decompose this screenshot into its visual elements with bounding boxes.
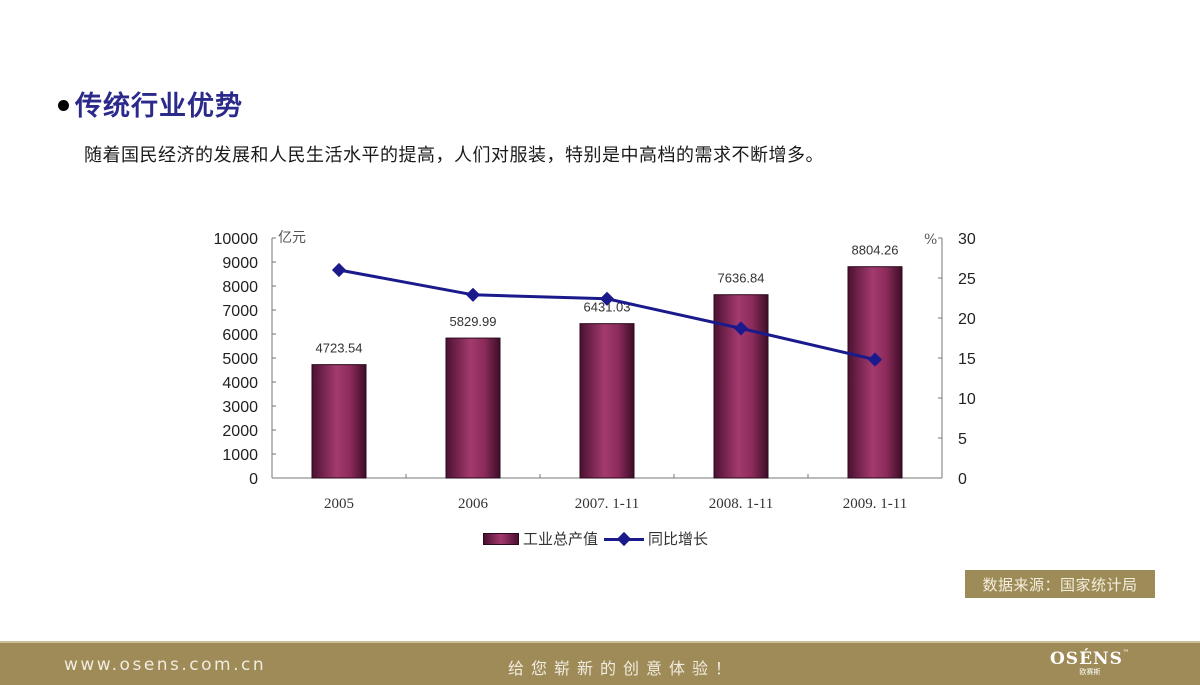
- svg-text:0: 0: [958, 471, 967, 488]
- brand-logo: OSÉNS™ 欧赛斯: [1050, 649, 1130, 677]
- trademark-icon: ™: [1122, 649, 1130, 656]
- svg-text:20: 20: [958, 311, 976, 328]
- chart-canvas: 0100020003000400050006000700080009000100…: [214, 230, 976, 512]
- svg-text:4723.54: 4723.54: [316, 341, 363, 356]
- heading: 传统行业优势: [58, 84, 243, 123]
- svg-text:6431.03: 6431.03: [584, 300, 631, 315]
- svg-text:2007. 1-11: 2007. 1-11: [575, 496, 639, 512]
- svg-text:10: 10: [958, 391, 976, 408]
- svg-text:4000: 4000: [222, 375, 258, 392]
- svg-text:2005: 2005: [324, 496, 354, 512]
- svg-text:2000: 2000: [222, 423, 258, 440]
- svg-text:1000: 1000: [222, 447, 258, 464]
- data-source-badge: 数据来源：国家统计局: [965, 570, 1155, 598]
- legend-line-label: 同比增长: [648, 530, 709, 548]
- footer-website-link[interactable]: www.osens.com.cn: [64, 655, 267, 675]
- svg-text:10000: 10000: [214, 231, 259, 248]
- svg-text:2008. 1-11: 2008. 1-11: [709, 496, 773, 512]
- svg-text:6000: 6000: [222, 327, 258, 344]
- svg-text:0: 0: [249, 471, 258, 488]
- svg-text:5829.99: 5829.99: [450, 314, 497, 329]
- svg-text:7000: 7000: [222, 303, 258, 320]
- svg-text:7636.84: 7636.84: [718, 271, 765, 286]
- svg-text:30: 30: [958, 231, 976, 248]
- page-title: 传统行业优势: [75, 91, 243, 122]
- svg-text:8804.26: 8804.26: [852, 243, 899, 258]
- legend-item-line: 同比增长: [598, 528, 708, 549]
- svg-text:2006: 2006: [458, 496, 489, 512]
- logo-text: OSÉNS: [1050, 649, 1123, 669]
- line-diamond-swatch-icon: [604, 532, 645, 546]
- legend-item-bar: 工业总产值: [483, 528, 598, 549]
- chart-legend: 工业总产值 同比增长: [483, 528, 708, 549]
- svg-text:%: %: [924, 232, 937, 248]
- legend-bar-label: 工业总产值: [523, 530, 599, 548]
- page-subtitle: 随着国民经济的发展和人民生活水平的提高，人们对服装，特别是中高档的需求不断增多。: [84, 145, 824, 166]
- svg-text:3000: 3000: [222, 399, 258, 416]
- bullet-icon: [58, 100, 69, 111]
- bar-swatch-icon: [483, 532, 519, 545]
- footer-bar: www.osens.com.cn 给您崭新的创意体验！ OSÉNS™ 欧赛斯: [0, 641, 1200, 685]
- svg-text:9000: 9000: [222, 255, 258, 272]
- combo-chart: 0 1000 2000 3000 4000 5000 6000 7000 8000 9000 100…: [214, 230, 976, 512]
- svg-text:5000: 5000: [222, 351, 258, 368]
- svg-text:5: 5: [958, 431, 967, 448]
- logo-subtext: 欧赛斯: [1079, 668, 1101, 676]
- svg-text:亿元: 亿元: [278, 230, 306, 246]
- svg-text:25: 25: [958, 271, 976, 288]
- footer-slogan: 给您崭新的创意体验！: [508, 659, 739, 678]
- svg-text:2009. 1-11: 2009. 1-11: [843, 496, 907, 512]
- svg-text:15: 15: [958, 351, 976, 368]
- svg-text:8000: 8000: [222, 279, 258, 296]
